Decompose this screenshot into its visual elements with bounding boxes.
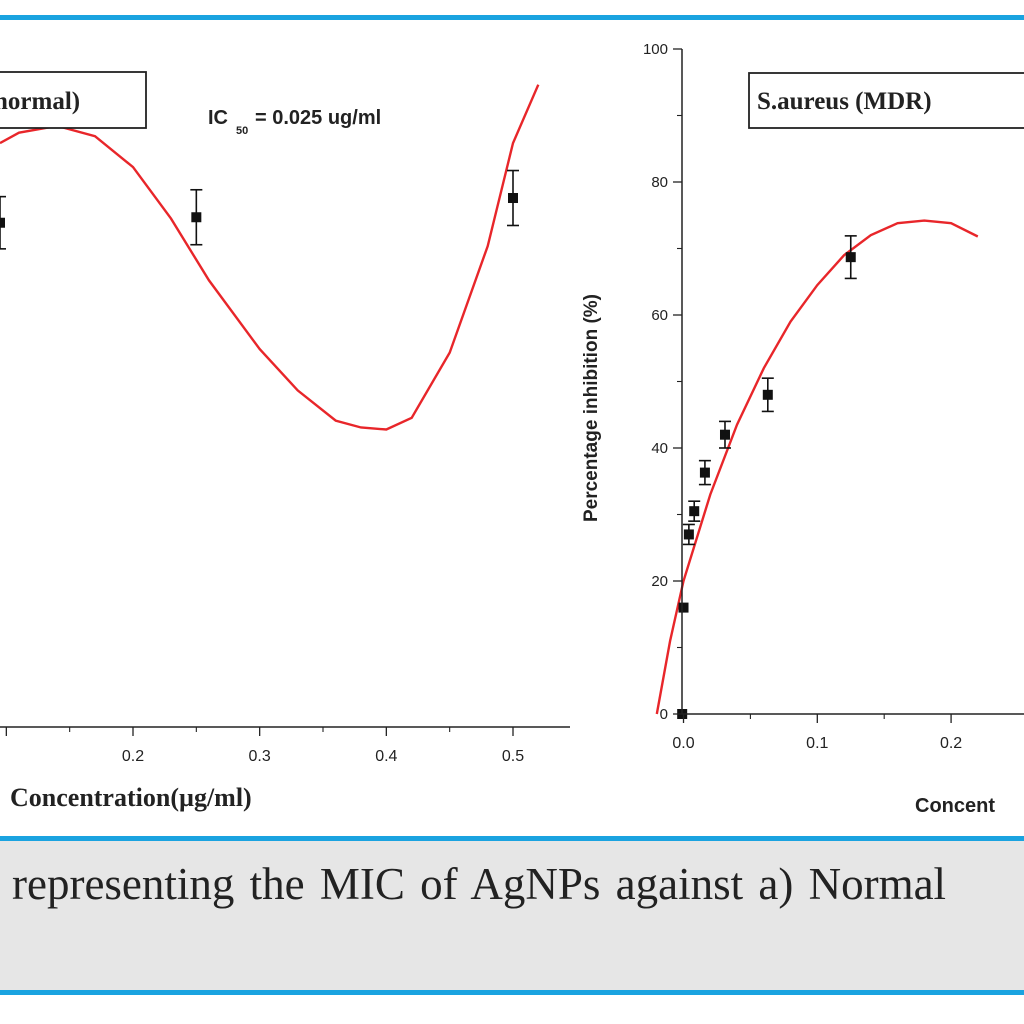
- data-point: [0, 217, 5, 228]
- data-point: [508, 193, 518, 204]
- y-tick-label: 20: [651, 573, 668, 590]
- fit-curve: [0, 84, 540, 431]
- x-axis-label: Concent: [915, 795, 995, 817]
- y-tick-label: 80: [651, 174, 668, 191]
- data-point: [191, 212, 202, 223]
- panel-title: normal): [0, 88, 80, 115]
- x-tick-label: 0.0: [672, 735, 694, 752]
- title-box: [748, 72, 1024, 129]
- y-tick-label: 40: [651, 440, 668, 457]
- data-point: [762, 389, 773, 400]
- ic50-value: = 0.025 ug/ml: [255, 107, 381, 129]
- fit-curve: [655, 219, 979, 715]
- figure-canvas: 0.2 0.3 0.4 0.5 Concentration(µg/ml) normal) I…: [0, 41, 1024, 817]
- ic50-subscript: 50: [236, 125, 248, 137]
- y-axis-label: Percentage inhibition (%): [581, 294, 602, 522]
- bottom-rule: [0, 990, 1024, 995]
- x-tick-label: 0.1: [806, 735, 828, 752]
- title-box: [0, 71, 147, 129]
- caption-band: [0, 841, 1024, 991]
- data-point: [699, 467, 710, 478]
- data-point: [683, 529, 694, 540]
- ic50-prefix: IC: [208, 107, 228, 129]
- caption-top-rule: [0, 836, 1024, 841]
- y-tick-label: 100: [643, 41, 668, 58]
- data-point: [689, 506, 700, 517]
- x-axis-label: Concentration(µg/ml): [10, 783, 252, 812]
- figure-caption: representing the MIC of AgNPs against a)…: [12, 859, 947, 909]
- x-tick-label: 0.5: [502, 748, 524, 765]
- y-tick-label: 0: [660, 706, 668, 723]
- chart-panel-2: 0.0 0.1 0.2 0 20 40 60 80 100 Percentage inhibiti…: [581, 41, 1024, 817]
- data-point: [678, 602, 689, 613]
- data-point: [845, 252, 856, 263]
- panel-title: S.aureus (MDR): [757, 88, 932, 115]
- x-tick-label: 0.2: [122, 748, 144, 765]
- chart-panel-1: 0.2 0.3 0.4 0.5 Concentration(µg/ml) normal) I…: [0, 71, 570, 812]
- top-rule: [0, 15, 1024, 20]
- y-tick-label: 60: [651, 307, 668, 324]
- x-tick-label: 0.2: [940, 735, 962, 752]
- x-tick-label: 0.3: [249, 748, 271, 765]
- x-tick-label: 0.4: [375, 748, 397, 765]
- data-point: [719, 429, 730, 440]
